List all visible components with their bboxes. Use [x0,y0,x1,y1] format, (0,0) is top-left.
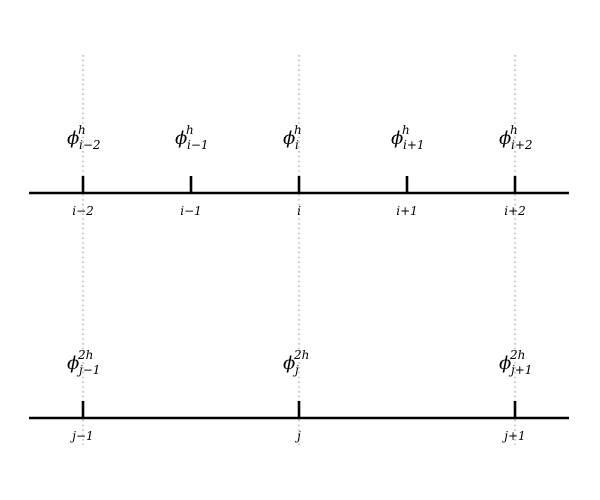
coarse-grid-superscript: 2h [293,348,309,362]
fine-grid-phi-symbol: ϕ [499,128,511,149]
coarse-grid-index-label: j [294,429,301,443]
fine-grid-node: ϕhi+1i+1 [391,123,425,218]
fine-grid-phi-symbol: ϕ [391,128,403,149]
coarse-grid-index-label: j−1 [69,429,93,443]
fine-grid-superscript: h [510,123,518,137]
fine-grid-index-label: i−2 [72,204,94,218]
coarse-grid-phi-symbol: ϕ [283,353,295,374]
fine-grid-node: ϕhi+2i+2 [499,123,533,218]
fine-grid-subscript: i+2 [511,138,533,152]
fine-grid-superscript: h [402,123,410,137]
fine-grid-phi-symbol: ϕ [175,128,187,149]
coarse-grid-phi-symbol: ϕ [67,353,79,374]
coarse-grid-superscript: 2h [509,348,525,362]
fine-grid-subscript: i−2 [79,138,101,152]
fine-grid-index-label: i [297,204,301,218]
fine-grid-superscript: h [78,123,86,137]
fine-grid-subscript: i+1 [403,138,425,152]
coarse-grid-subscript: j [292,363,299,377]
coarse-grid-phi-symbol: ϕ [499,353,511,374]
fine-grid-index-label: i−1 [180,204,202,218]
fine-grid-node: ϕhi−1i−1 [175,123,209,218]
coarse-grid-subscript: j−1 [76,363,100,377]
fine-grid-phi-symbol: ϕ [67,128,79,149]
fine-grid-superscript: h [186,123,194,137]
fine-grid-node: ϕhi−2i−2 [67,123,101,218]
alignment-guides [82,55,516,445]
fine-grid-subscript: i [295,138,299,152]
fine-grid-subscript: i−1 [187,138,209,152]
fine-grid-index-label: i+1 [396,204,418,218]
fine-grid-index-label: i+2 [504,204,526,218]
coarse-grid-index-label: j+1 [501,429,525,443]
fine-grid-superscript: h [294,123,302,137]
fine-grid-phi-symbol: ϕ [283,128,295,149]
coarse-grid-subscript: j+1 [508,363,532,377]
coarse-grid-superscript: 2h [77,348,93,362]
